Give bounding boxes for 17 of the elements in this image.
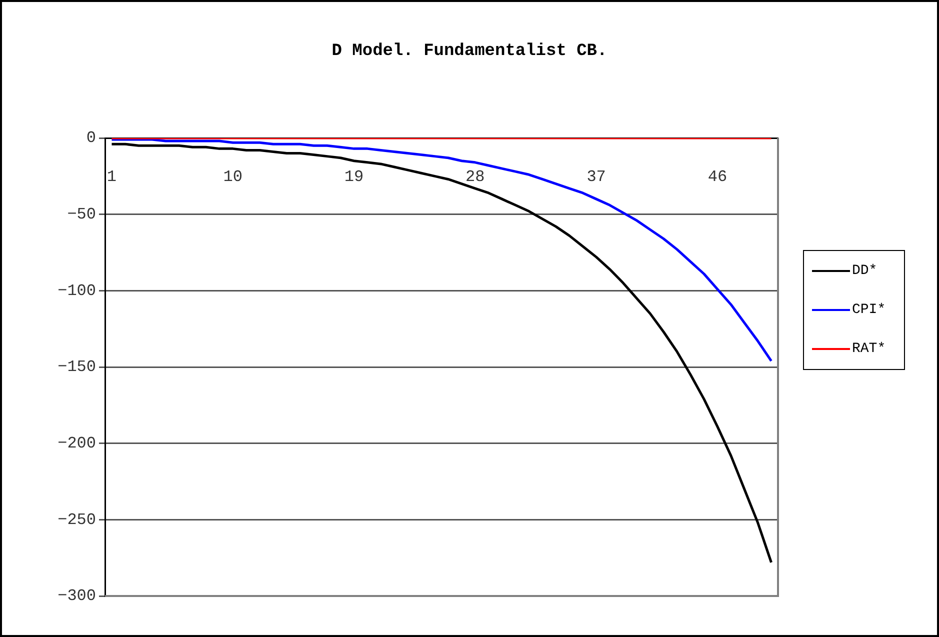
x-tick-label: 1 (106, 168, 117, 186)
y-tick-label: −100 (58, 282, 96, 300)
legend-label: CPI* (852, 302, 886, 318)
legend-label: DD* (852, 263, 878, 279)
x-tick-label: 19 (344, 168, 364, 186)
x-tick-label: 37 (586, 168, 606, 186)
y-tick-label: −300 (58, 587, 96, 606)
y-tick-label: 0 (86, 129, 96, 148)
y-tick-label: −50 (67, 206, 96, 224)
y-tick-label: −150 (58, 358, 96, 376)
legend-label: RAT* (852, 341, 886, 357)
y-tick-label: −200 (58, 434, 96, 453)
x-tick-label: 28 (466, 168, 485, 186)
chart-title: D Model. Fundamentalist CB. (330, 42, 608, 61)
x-tick-label: 46 (708, 168, 728, 186)
x-tick-label: 10 (223, 168, 242, 186)
y-tick-label: −250 (58, 510, 96, 529)
